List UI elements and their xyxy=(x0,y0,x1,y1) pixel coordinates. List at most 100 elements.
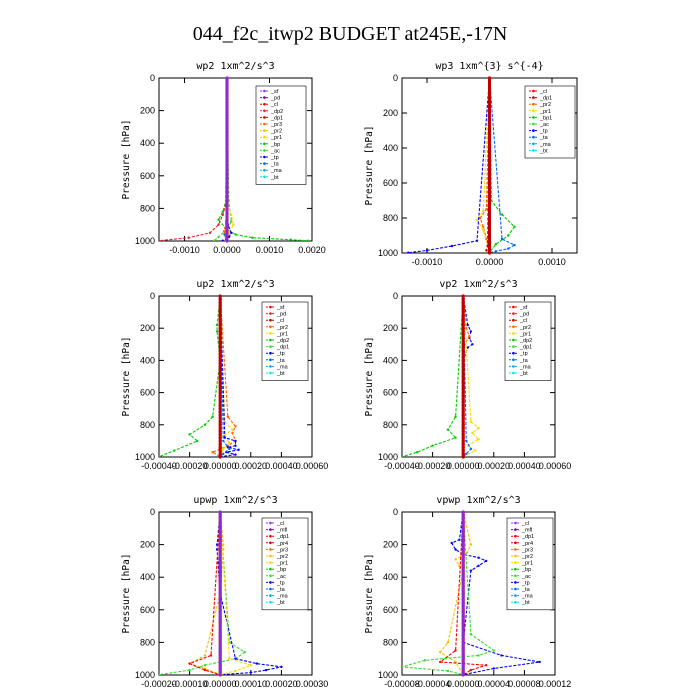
legend-label: _cl xyxy=(539,89,547,95)
plot-frame xyxy=(158,77,313,242)
zero-profile-marker xyxy=(218,598,222,602)
chart-panel-3: up2 1xm^2/s^3 Pressure [hPa] 0 200 400 600 800… xyxy=(121,279,328,471)
zero-profile-marker xyxy=(461,362,465,366)
zero-profile-marker xyxy=(461,631,465,635)
series-point xyxy=(465,551,469,554)
zero-profile-marker xyxy=(461,400,465,404)
legend-label: _dp1 xyxy=(276,534,289,540)
series-point xyxy=(485,208,488,211)
legend-label: _dp2 xyxy=(276,338,289,344)
series-point xyxy=(402,455,404,457)
zero-profile-marker xyxy=(218,403,222,408)
series-line-pr2 xyxy=(439,512,472,675)
legend-marker xyxy=(532,135,535,139)
series-point xyxy=(264,668,268,672)
zero-profile-marker xyxy=(218,614,222,618)
zero-profile-marker xyxy=(218,617,222,622)
zero-profile-marker xyxy=(225,76,229,80)
legend-marker xyxy=(532,116,535,119)
legend-label: _ma xyxy=(276,594,289,600)
series-point xyxy=(234,444,237,447)
series-point xyxy=(217,218,220,222)
zero-profile-marker xyxy=(487,114,492,119)
zero-profile-marker xyxy=(225,135,229,139)
y-tick-label: 600 xyxy=(140,171,155,181)
legend-marker xyxy=(263,102,266,106)
series-point xyxy=(209,654,213,657)
zero-profile-marker xyxy=(218,371,222,375)
legend-label: _cl xyxy=(521,521,529,527)
series-point xyxy=(234,669,237,673)
legend-label: _dp1 xyxy=(270,115,283,121)
zero-profile-marker xyxy=(218,546,222,550)
zero-profile-marker xyxy=(487,181,492,185)
y-tick-label: 800 xyxy=(383,637,398,647)
series-point xyxy=(234,425,237,428)
legend-label: _bt xyxy=(521,600,530,606)
series-point xyxy=(306,239,309,241)
legend-marker xyxy=(269,332,272,335)
y-tick-label: 0 xyxy=(150,73,155,83)
legend-marker xyxy=(269,600,272,604)
y-tick-label: 600 xyxy=(383,178,398,188)
zero-profile-marker xyxy=(461,436,465,440)
series-point xyxy=(454,415,457,418)
zero-profile-marker xyxy=(461,575,465,579)
zero-profile-marker xyxy=(218,429,222,433)
legend-label: _pr3 xyxy=(276,547,288,553)
series-line-tp xyxy=(216,512,282,675)
plot-frame xyxy=(401,295,556,458)
series-point xyxy=(217,235,220,239)
zero-profile-marker xyxy=(218,582,222,586)
legend-label: _pr4 xyxy=(521,541,533,547)
legend-box xyxy=(261,301,309,381)
series-point xyxy=(492,649,495,652)
zero-profile-marker xyxy=(461,445,465,449)
series-point xyxy=(469,447,473,451)
zero-profile-marker xyxy=(225,105,229,109)
series-point xyxy=(439,660,442,664)
zero-profile-marker xyxy=(461,543,465,547)
y-tick-label: 0 xyxy=(393,73,398,83)
y-tick-label: 0 xyxy=(393,291,398,301)
legend-label: _ac xyxy=(276,574,286,580)
zero-profile-marker xyxy=(461,391,465,395)
legend-label: _pr1 xyxy=(276,561,288,567)
series-line-bp xyxy=(217,78,308,241)
legend-marker xyxy=(269,567,272,571)
panel-title: vpwp 1xm^2/s^3 xyxy=(436,495,520,506)
zero-profile-marker xyxy=(218,391,222,395)
series-point xyxy=(439,650,442,654)
zero-profile-marker xyxy=(461,578,465,583)
legend-label: _ta xyxy=(539,135,549,141)
legend: _sf_pd_cl_pr2_pr1_dp2_dp1_tp_ta_ma_bt xyxy=(261,301,309,381)
zero-profile-marker xyxy=(218,549,222,553)
series-point xyxy=(466,346,469,349)
y-tick-label: 1000 xyxy=(378,670,398,680)
y-tick-label: 200 xyxy=(383,323,398,333)
zero-profile-marker xyxy=(487,111,492,115)
series-point xyxy=(494,243,497,246)
series-point xyxy=(226,415,230,418)
legend-label: _ta xyxy=(276,358,286,364)
zero-profile-marker xyxy=(218,666,222,671)
zero-profile-marker xyxy=(218,608,222,612)
legend-marker xyxy=(263,122,266,126)
zero-profile-marker xyxy=(487,146,492,150)
zero-profile-marker xyxy=(487,121,492,126)
legend-marker xyxy=(514,594,517,597)
legend-marker xyxy=(269,351,272,355)
y-tick-label: 0 xyxy=(393,507,398,517)
zero-profile-marker xyxy=(218,601,222,605)
legend-marker xyxy=(269,312,272,315)
panel-title: wp2 1xm^2/s^3 xyxy=(196,61,274,72)
legend-label: _pr1 xyxy=(270,135,282,141)
zero-profile-marker xyxy=(218,552,222,556)
series-point xyxy=(477,564,480,567)
zero-profile-marker xyxy=(225,157,229,162)
zero-profile-marker xyxy=(225,112,229,116)
y-axis-label: Pressure [hPa] xyxy=(121,336,132,416)
zero-profile-marker xyxy=(461,608,465,612)
y-tick-label: 200 xyxy=(140,540,155,550)
